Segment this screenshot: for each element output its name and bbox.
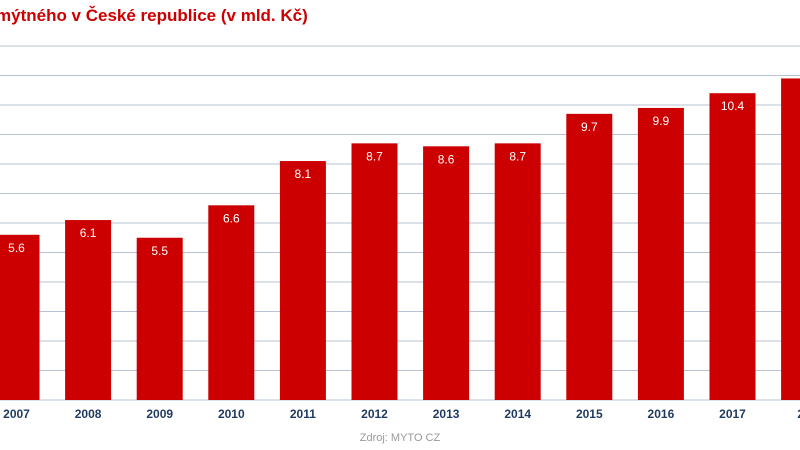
x-tick-label: 2010 xyxy=(218,407,245,421)
bar-value-label: 9.9 xyxy=(653,114,670,128)
bar xyxy=(781,78,800,400)
x-tick-label: 2012 xyxy=(361,407,388,421)
bar xyxy=(136,237,183,400)
bar xyxy=(351,143,398,400)
bar-value-label: 6.6 xyxy=(223,211,240,225)
x-tick-label: 20 xyxy=(797,407,800,421)
bar-value-label: 10.4 xyxy=(721,99,745,113)
bar xyxy=(0,234,40,400)
bar-value-label: 5.6 xyxy=(8,241,25,255)
bar xyxy=(65,220,112,400)
bar xyxy=(637,107,684,400)
chart-title: mýtného v České republice (v mld. Kč) xyxy=(0,6,308,25)
bar-value-label: 9.7 xyxy=(581,120,598,134)
bar-value-label: 5.5 xyxy=(151,244,168,258)
x-tick-label: 2007 xyxy=(3,407,30,421)
x-tick-label: 2015 xyxy=(576,407,603,421)
bar xyxy=(709,93,756,400)
x-tick-label: 2009 xyxy=(146,407,173,421)
bar-value-label: 8.7 xyxy=(509,149,526,163)
x-tick-label: 2008 xyxy=(75,407,102,421)
bar xyxy=(279,161,326,400)
bar xyxy=(566,113,613,400)
bar xyxy=(208,205,255,400)
x-tick-label: 2017 xyxy=(719,407,746,421)
bar xyxy=(494,143,541,400)
bar-value-label: 8.1 xyxy=(295,167,312,181)
bar-value-label: 8.7 xyxy=(366,149,383,163)
x-tick-label: 2011 xyxy=(290,407,316,421)
x-tick-label: 2016 xyxy=(648,407,675,421)
bar-value-label: 8.6 xyxy=(438,152,455,166)
bar-value-label: 6.1 xyxy=(80,226,97,240)
bar xyxy=(423,146,470,400)
source-note: Zdroj: MYTO CZ xyxy=(359,432,441,444)
x-tick-label: 2013 xyxy=(433,407,460,421)
x-tick-label: 2014 xyxy=(504,407,531,421)
